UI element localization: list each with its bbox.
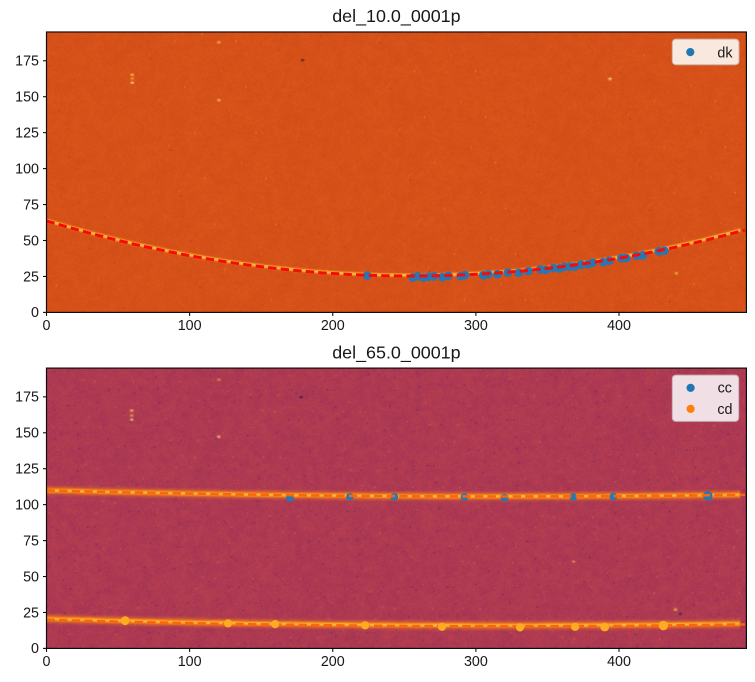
svg-text:25: 25: [23, 605, 39, 621]
svg-text:0: 0: [43, 318, 51, 334]
svg-text:125: 125: [15, 125, 39, 141]
svg-text:0: 0: [31, 641, 39, 657]
svg-text:50: 50: [23, 569, 39, 585]
svg-text:50: 50: [23, 233, 39, 249]
svg-text:200: 200: [321, 318, 345, 334]
svg-text:125: 125: [15, 462, 39, 478]
svg-text:400: 400: [607, 318, 631, 334]
svg-text:0: 0: [43, 654, 51, 670]
svg-text:100: 100: [178, 318, 202, 334]
svg-text:300: 300: [464, 654, 488, 670]
svg-text:175: 175: [15, 390, 39, 406]
svg-text:300: 300: [464, 318, 488, 334]
svg-text:75: 75: [23, 197, 39, 213]
svg-text:cc: cc: [718, 380, 732, 396]
svg-text:dk: dk: [717, 46, 733, 62]
svg-text:200: 200: [321, 654, 345, 670]
svg-text:100: 100: [15, 497, 39, 513]
svg-text:100: 100: [178, 654, 202, 670]
svg-text:75: 75: [23, 533, 39, 549]
svg-text:400: 400: [607, 654, 631, 670]
svg-text:25: 25: [23, 269, 39, 285]
svg-text:150: 150: [15, 90, 39, 106]
svg-text:del_65.0_0001p: del_65.0_0001p: [332, 342, 460, 363]
svg-text:100: 100: [15, 161, 39, 177]
svg-text:0: 0: [31, 305, 39, 321]
svg-text:del_10.0_0001p: del_10.0_0001p: [332, 6, 460, 27]
svg-text:175: 175: [15, 54, 39, 70]
svg-text:150: 150: [15, 426, 39, 442]
svg-text:cd: cd: [717, 402, 732, 418]
